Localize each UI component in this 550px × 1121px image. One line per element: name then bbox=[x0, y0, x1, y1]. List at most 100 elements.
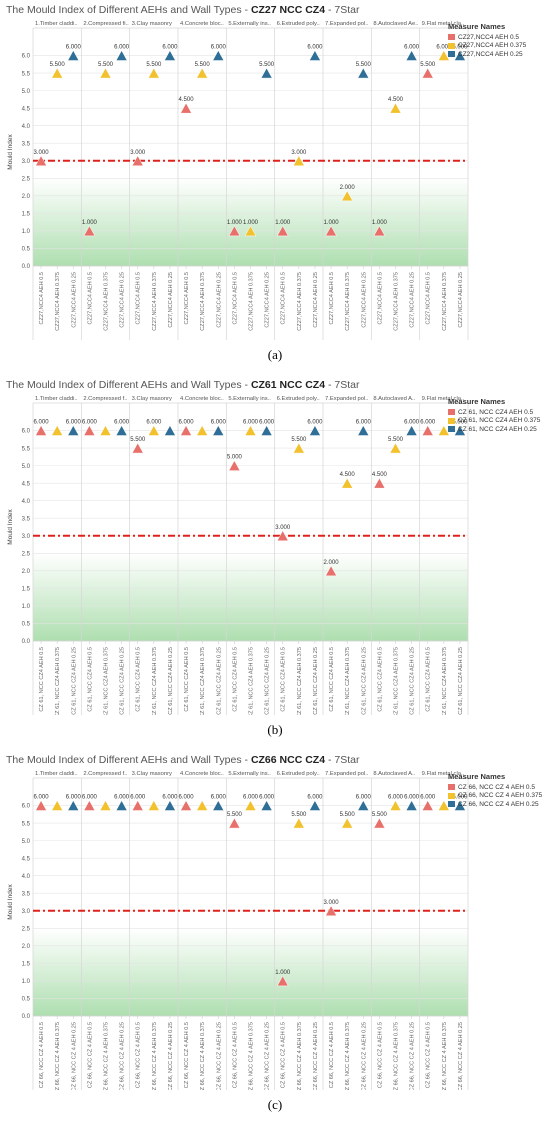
x-tick-label: CZ27,NCC4 AEH 0.5 bbox=[426, 272, 432, 325]
chart-title: The Mould Index of Different AEHs and Wa… bbox=[6, 4, 360, 16]
y-tick-label: 3.5 bbox=[22, 141, 31, 147]
data-point-marker bbox=[309, 50, 321, 61]
x-tick-label: CZ27,NCC4 AEH 0.25 bbox=[313, 272, 319, 328]
data-point-marker bbox=[180, 425, 192, 436]
data-point-marker bbox=[405, 800, 418, 811]
y-tick-label: 1.0 bbox=[22, 229, 31, 235]
data-label: 6.000 bbox=[307, 795, 323, 801]
data-point-marker bbox=[454, 425, 466, 436]
x-tick-label: CZ27,NCC4 AEH 0.375 bbox=[297, 272, 303, 331]
data-label: 1.000 bbox=[243, 220, 259, 226]
legend-item-aeh-0-25: CZ 61, NCC CZ4 AEH 0.25 bbox=[448, 425, 540, 434]
data-point-marker bbox=[373, 817, 386, 829]
x-tick-label: CZ 66, NCC CZ 4 AEH 0.25 bbox=[168, 1022, 174, 1090]
data-point-marker bbox=[341, 817, 354, 829]
data-label: 2.000 bbox=[324, 560, 340, 566]
x-tick-label: CZ27,NCC4 AEH 0.375 bbox=[200, 272, 206, 331]
y-tick-label: 0.0 bbox=[22, 639, 31, 645]
data-label: 6.000 bbox=[114, 795, 130, 801]
data-point-marker bbox=[437, 50, 450, 61]
data-point-marker bbox=[357, 425, 370, 436]
category-header: 4.Concrete bloc.. bbox=[180, 21, 224, 27]
x-tick-label: CZ 61, NCC CZ4 AEH 0.25 bbox=[168, 647, 174, 715]
data-label: 6.000 bbox=[66, 420, 82, 426]
data-point-marker bbox=[196, 425, 209, 436]
y-tick-label: 0.5 bbox=[22, 622, 31, 628]
legend-item-aeh-0-375: CZ27,NCC4 AEH 0.375 bbox=[448, 42, 526, 51]
data-point-marker bbox=[99, 67, 112, 79]
x-tick-label: CZ27,NCC4 AEH 0.375 bbox=[104, 272, 110, 331]
data-label: 6.000 bbox=[114, 420, 130, 426]
data-point-marker bbox=[147, 67, 160, 79]
category-header: 9.Flat metal cla.. bbox=[422, 771, 465, 777]
data-point-marker bbox=[51, 67, 64, 79]
y-tick-label: 3.0 bbox=[22, 534, 31, 540]
data-label: 3.000 bbox=[130, 150, 146, 156]
y-tick-label: 5.0 bbox=[22, 464, 31, 470]
data-label: 6.000 bbox=[179, 420, 195, 426]
data-label: 6.000 bbox=[452, 45, 468, 51]
data-label: 3.000 bbox=[324, 900, 340, 906]
x-tick-label: CZ 61, NCC CZ4 AEH 0.25 bbox=[216, 647, 222, 715]
x-tick-label: CZ 61, NCC CZ4 AEH 0.5 bbox=[329, 647, 335, 712]
y-tick-label: 0.5 bbox=[22, 997, 31, 1003]
x-tick-label: CZ 66, NCC CZ 4 AEH 0.375 bbox=[200, 1022, 206, 1090]
data-label: 6.000 bbox=[452, 420, 468, 426]
y-tick-label: 5.0 bbox=[22, 89, 31, 95]
x-tick-label: CZ 66, NCC CZ 4 AEH 0.25 bbox=[410, 1022, 416, 1090]
data-point-marker bbox=[421, 67, 434, 79]
x-tick-label: CZ 66, NCC CZ 4 AEH 0.375 bbox=[55, 1022, 61, 1090]
x-tick-label: CZ27,NCC4 AEH 0.5 bbox=[281, 272, 287, 325]
data-point-marker bbox=[341, 477, 354, 489]
y-tick-label: 6.0 bbox=[22, 804, 31, 810]
x-tick-label: CZ 61, NCC CZ4 AEH 0.5 bbox=[136, 647, 142, 712]
data-point-marker bbox=[35, 425, 47, 436]
data-label: 4.500 bbox=[340, 472, 356, 478]
data-point-marker bbox=[115, 50, 128, 61]
chart-panel-c: The Mould Index of Different AEHs and Wa… bbox=[0, 750, 550, 1120]
data-point-marker bbox=[309, 800, 321, 811]
category-header: 2.Compressed f.. bbox=[83, 396, 128, 402]
x-tick-label: CZ 61, NCC CZ4 AEH 0.375 bbox=[442, 647, 448, 715]
y-tick-label: 4.5 bbox=[22, 481, 31, 487]
chart-legend: Measure Names CZ 61, NCC CZ4 AEH 0.5 CZ … bbox=[448, 397, 540, 434]
data-label: 5.500 bbox=[388, 437, 404, 443]
x-tick-label: CZ 61, NCC CZ4 AEH 0.25 bbox=[71, 647, 77, 715]
data-label: 4.500 bbox=[388, 97, 404, 103]
data-point-marker bbox=[196, 800, 209, 811]
y-axis-label: Mould Index bbox=[7, 884, 14, 920]
data-point-marker bbox=[212, 425, 225, 436]
x-tick-label: CZ 66, NCC CZ 4 AEH 0.25 bbox=[216, 1022, 222, 1090]
data-point-marker bbox=[389, 442, 402, 454]
data-label: 6.000 bbox=[34, 795, 50, 801]
safe-zone-gradient bbox=[33, 928, 468, 1016]
data-label: 6.000 bbox=[436, 45, 452, 51]
data-label: 5.500 bbox=[291, 812, 307, 818]
data-point-marker bbox=[67, 800, 80, 811]
data-label: 4.500 bbox=[372, 472, 388, 478]
data-label: 1.000 bbox=[275, 970, 291, 976]
legend-title: Measure Names bbox=[448, 397, 506, 406]
data-point-marker bbox=[325, 905, 337, 917]
data-point-marker bbox=[164, 800, 176, 811]
x-tick-label: CZ27,NCC4 AEH 0.5 bbox=[377, 272, 383, 325]
chart-panel-a: The Mould Index of Different AEHs and Wa… bbox=[0, 0, 550, 370]
data-point-marker bbox=[83, 225, 96, 237]
data-point-marker bbox=[35, 800, 47, 811]
data-label: 6.000 bbox=[211, 420, 227, 426]
data-point-marker bbox=[164, 50, 176, 61]
x-tick-label: CZ 66, NCC CZ 4 AEH 0.375 bbox=[345, 1022, 351, 1090]
x-tick-label: CZ 61, NCC CZ4 AEH 0.5 bbox=[281, 647, 287, 712]
data-point-marker bbox=[244, 225, 257, 237]
data-point-marker bbox=[83, 425, 96, 436]
x-tick-label: CZ27,NCC4 AEH 0.25 bbox=[120, 272, 126, 328]
data-point-marker bbox=[115, 425, 128, 436]
y-tick-label: 4.5 bbox=[22, 106, 31, 112]
category-header: 5.Externally ins.. bbox=[228, 396, 271, 402]
legend-item-aeh-0-25: CZ27,NCC4 AEH 0.25 bbox=[448, 50, 526, 59]
y-tick-label: 4.5 bbox=[22, 856, 31, 862]
data-point-marker bbox=[292, 817, 305, 829]
y-axis-label: Mould Index bbox=[7, 134, 14, 170]
data-point-marker bbox=[357, 800, 370, 811]
data-point-marker bbox=[389, 102, 402, 114]
